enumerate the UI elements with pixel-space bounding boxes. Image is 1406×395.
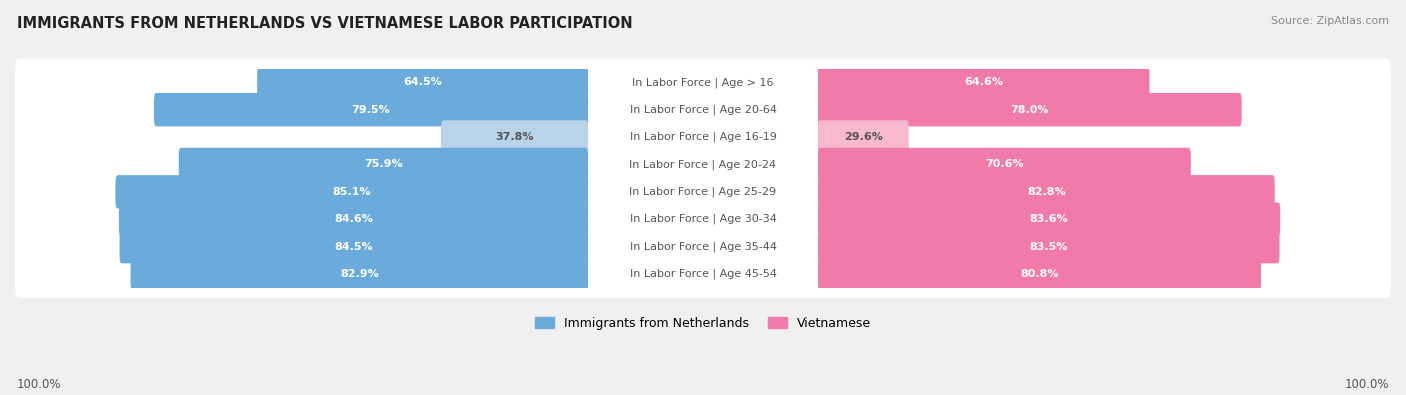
Text: 79.5%: 79.5%: [352, 105, 391, 115]
Legend: Immigrants from Netherlands, Vietnamese: Immigrants from Netherlands, Vietnamese: [536, 317, 870, 330]
FancyBboxPatch shape: [818, 230, 1279, 263]
Text: 80.8%: 80.8%: [1021, 269, 1059, 279]
Text: 70.6%: 70.6%: [986, 160, 1024, 169]
FancyBboxPatch shape: [15, 113, 1391, 161]
FancyBboxPatch shape: [15, 250, 1391, 298]
Text: 82.8%: 82.8%: [1026, 187, 1066, 197]
Text: 82.9%: 82.9%: [340, 269, 378, 279]
FancyBboxPatch shape: [131, 257, 588, 291]
Text: 75.9%: 75.9%: [364, 160, 402, 169]
Text: 29.6%: 29.6%: [844, 132, 883, 142]
FancyBboxPatch shape: [120, 230, 588, 263]
Text: 85.1%: 85.1%: [333, 187, 371, 197]
Text: 37.8%: 37.8%: [495, 132, 534, 142]
Text: 84.6%: 84.6%: [335, 214, 373, 224]
Text: 84.5%: 84.5%: [335, 242, 373, 252]
Text: In Labor Force | Age 20-24: In Labor Force | Age 20-24: [630, 159, 776, 170]
Text: 83.5%: 83.5%: [1029, 242, 1069, 252]
Text: In Labor Force | Age 30-34: In Labor Force | Age 30-34: [630, 214, 776, 224]
Text: In Labor Force | Age 16-19: In Labor Force | Age 16-19: [630, 132, 776, 142]
FancyBboxPatch shape: [818, 148, 1191, 181]
FancyBboxPatch shape: [15, 196, 1391, 243]
Text: 100.0%: 100.0%: [1344, 378, 1389, 391]
FancyBboxPatch shape: [818, 175, 1275, 209]
FancyBboxPatch shape: [818, 257, 1261, 291]
Text: Source: ZipAtlas.com: Source: ZipAtlas.com: [1271, 16, 1389, 26]
Text: 83.6%: 83.6%: [1029, 214, 1069, 224]
Text: 78.0%: 78.0%: [1011, 105, 1049, 115]
Text: In Labor Force | Age 25-29: In Labor Force | Age 25-29: [630, 186, 776, 197]
FancyBboxPatch shape: [120, 203, 588, 236]
FancyBboxPatch shape: [15, 86, 1391, 134]
FancyBboxPatch shape: [15, 168, 1391, 216]
Text: IMMIGRANTS FROM NETHERLANDS VS VIETNAMESE LABOR PARTICIPATION: IMMIGRANTS FROM NETHERLANDS VS VIETNAMES…: [17, 16, 633, 31]
Text: 64.6%: 64.6%: [965, 77, 1004, 87]
Text: 100.0%: 100.0%: [17, 378, 62, 391]
FancyBboxPatch shape: [818, 120, 908, 154]
Text: In Labor Force | Age 45-54: In Labor Force | Age 45-54: [630, 269, 776, 279]
FancyBboxPatch shape: [818, 66, 1150, 99]
Text: 64.5%: 64.5%: [404, 77, 441, 87]
FancyBboxPatch shape: [15, 223, 1391, 271]
FancyBboxPatch shape: [257, 66, 588, 99]
FancyBboxPatch shape: [179, 148, 588, 181]
Text: In Labor Force | Age 20-64: In Labor Force | Age 20-64: [630, 104, 776, 115]
FancyBboxPatch shape: [155, 93, 588, 126]
FancyBboxPatch shape: [115, 175, 588, 209]
FancyBboxPatch shape: [441, 120, 588, 154]
Text: In Labor Force | Age 35-44: In Labor Force | Age 35-44: [630, 241, 776, 252]
Text: In Labor Force | Age > 16: In Labor Force | Age > 16: [633, 77, 773, 88]
FancyBboxPatch shape: [15, 141, 1391, 188]
FancyBboxPatch shape: [818, 203, 1281, 236]
FancyBboxPatch shape: [15, 58, 1391, 106]
FancyBboxPatch shape: [818, 93, 1241, 126]
